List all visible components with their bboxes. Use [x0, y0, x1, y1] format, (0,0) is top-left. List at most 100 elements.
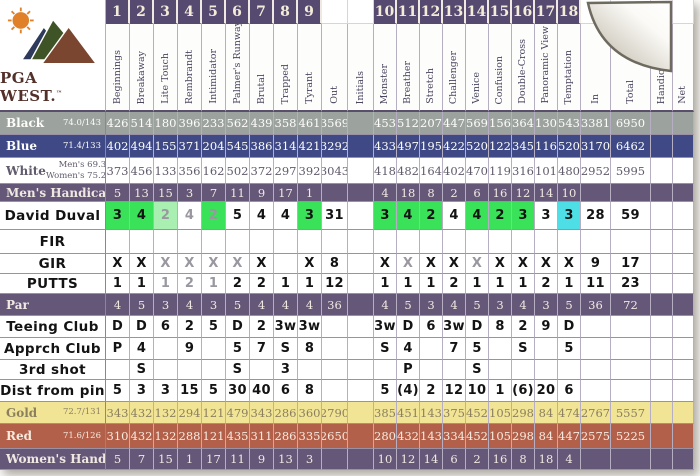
- pga-west-logo-text: PGA WEST.™: [0, 68, 63, 105]
- hole-name-initials: Initials: [348, 24, 374, 112]
- player-handicap: [651, 202, 673, 230]
- player-hole-16: 3: [512, 202, 535, 230]
- womens-handicap-hole-15: 16: [489, 449, 512, 470]
- par-handicap: [651, 294, 673, 316]
- gir-in: 9: [581, 254, 611, 274]
- player-hole-10: 3: [374, 202, 397, 230]
- gold-hole-9: 360: [298, 402, 322, 424]
- player-net: [673, 202, 694, 230]
- white-hole-10: 418: [374, 158, 397, 184]
- teeing-club-hole-5: 5: [202, 316, 226, 338]
- fir-hole-13: [443, 230, 466, 254]
- apprch-club-hole-8: S: [274, 338, 298, 360]
- black-hole-17: 130: [535, 112, 558, 135]
- player-hole-15: 2: [489, 202, 512, 230]
- dist-from-pin-hole-18: 6: [558, 380, 581, 402]
- hole-name-front-6: Palmer's Runway: [226, 24, 250, 112]
- apprch-club-hole-9: 8: [298, 338, 322, 360]
- gir-hole-1: X: [106, 254, 130, 274]
- gold-hole-17: 84: [535, 402, 558, 424]
- mens-handicap-hole-4: 3: [178, 184, 202, 202]
- apprch-club-hole-6: 5: [226, 338, 250, 360]
- third-shot-hole-2: S: [130, 360, 154, 380]
- white-hole-8: 297: [274, 158, 298, 184]
- row-label-gir: GIR: [0, 254, 106, 274]
- red-hole-6: 435: [226, 424, 250, 449]
- red-hole-5: 121: [202, 424, 226, 449]
- white-hole-9: 392: [298, 158, 322, 184]
- dist-from-pin-hole-3: 3: [154, 380, 178, 402]
- teeing-club-hole-16: 2: [512, 316, 535, 338]
- red-hole-14: 452: [466, 424, 489, 449]
- par-hole-15: 3: [489, 294, 512, 316]
- white-handicap: [651, 158, 673, 184]
- red-hole-7: 311: [250, 424, 274, 449]
- player-hole-11: 4: [397, 202, 420, 230]
- gir-hole-4: X: [178, 254, 202, 274]
- third-shot-hole-11: P: [397, 360, 420, 380]
- gold-hole-4: 294: [178, 402, 202, 424]
- gold-hole-2: 432: [130, 402, 154, 424]
- red-hole-2: 432: [130, 424, 154, 449]
- putts-out: 12: [322, 274, 348, 294]
- mens-handicap-hole-5: 7: [202, 184, 226, 202]
- teeing-club-hole-10: 3w: [374, 316, 397, 338]
- womens-handicap-hole-1: 5: [106, 449, 130, 470]
- sun-icon: [12, 11, 29, 29]
- hole-number-1: 1: [106, 0, 130, 24]
- scorecard-grid: PGA WEST.™ 1 2 3 4 5 6 7 8 9 10 11 12 13 14 15 16 17 18 Be…: [0, 0, 694, 470]
- net-top-spacer: [673, 0, 694, 24]
- apprch-club-hole-5: [202, 338, 226, 360]
- gold-out: 2790: [322, 402, 348, 424]
- white-hole-14: 470: [466, 158, 489, 184]
- fir-hole-5: [202, 230, 226, 254]
- blue-hole-13: 422: [443, 135, 466, 158]
- hole-name-back-13: Challenger: [443, 24, 466, 112]
- gold-hole-6: 479: [226, 402, 250, 424]
- black-hole-18: 543: [558, 112, 581, 135]
- putts-hole-8: 1: [274, 274, 298, 294]
- red-net: [673, 424, 694, 449]
- hole-number-2: 2: [130, 0, 154, 24]
- black-hole-10: 453: [374, 112, 397, 135]
- teeing-club-hole-8: 3w: [274, 316, 298, 338]
- fir-out: [322, 230, 348, 254]
- par-hole-14: 5: [466, 294, 489, 316]
- teeing-club-hole-17: 9: [535, 316, 558, 338]
- white-hole-12: 164: [420, 158, 443, 184]
- hole-number-12: 12: [420, 0, 443, 24]
- fir-hole-14: [466, 230, 489, 254]
- white-hole-17: 101: [535, 158, 558, 184]
- hole-name-front-8: Trapped: [274, 24, 298, 112]
- blue-hole-18: 520: [558, 135, 581, 158]
- blue-hole-7: 386: [250, 135, 274, 158]
- hole-name-back-10: Monster: [374, 24, 397, 112]
- white-hole-4: 356: [178, 158, 202, 184]
- gir-net: [673, 254, 694, 274]
- hole-number-13: 13: [443, 0, 466, 24]
- mountain-brown: [40, 25, 98, 64]
- gir-hole-13: X: [443, 254, 466, 274]
- row-label-fir: FIR: [0, 230, 106, 254]
- row-label-par: Par: [0, 294, 106, 316]
- womens-handicap-handicap: [651, 449, 673, 470]
- third-shot-hole-10: [374, 360, 397, 380]
- gir-out: 8: [322, 254, 348, 274]
- hole-number-6: 6: [226, 0, 250, 24]
- red-hole-4: 288: [178, 424, 202, 449]
- par-net: [673, 294, 694, 316]
- apprch-club-hole-14: 5: [466, 338, 489, 360]
- womens-handicap-hole-18: 4: [558, 449, 581, 470]
- apprch-club-hole-4: 9: [178, 338, 202, 360]
- third-shot-hole-3: [154, 360, 178, 380]
- gold-hole-3: 132: [154, 402, 178, 424]
- womens-handicap-hole-14: 2: [466, 449, 489, 470]
- apprch-club-hole-13: 7: [443, 338, 466, 360]
- row-label-putts: PUTTS: [0, 274, 106, 294]
- teeing-club-initials: [348, 316, 374, 338]
- blue-hole-17: 116: [535, 135, 558, 158]
- blue-hole-12: 195: [420, 135, 443, 158]
- player-hole-8: 4: [274, 202, 298, 230]
- fir-hole-7: [250, 230, 274, 254]
- red-hole-13: 334: [443, 424, 466, 449]
